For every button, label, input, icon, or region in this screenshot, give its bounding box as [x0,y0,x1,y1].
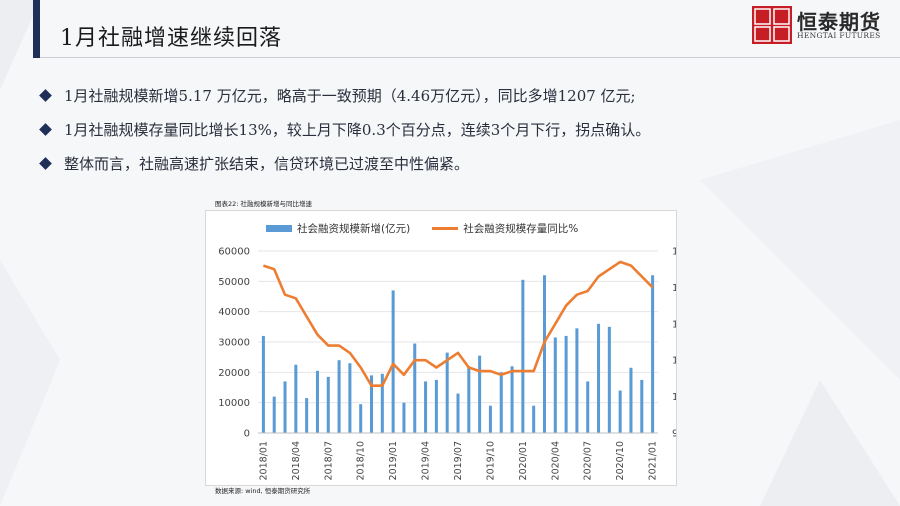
bar [380,373,384,433]
series-line [262,260,654,387]
bar [272,396,276,433]
y-right-tick-label: 12 [672,319,676,330]
bar [402,402,406,433]
brand-logo-icon [752,6,792,44]
chart-source: 数据来源: wind, 恒泰期货研究所 [215,487,311,495]
x-tick-label: 2019/04 [421,441,432,480]
bar [488,405,492,433]
y-right-tick-label: 13 [672,283,676,294]
x-tick-label: 2020/01 [518,441,529,480]
bar [597,323,601,433]
legend-item-line: 社会融资规模存量同比% [432,221,578,236]
bar [294,364,298,433]
bullet-item: 1月社融规模新增5.17 万亿元，略高于一致预期（4.46万亿元），同比多增12… [38,78,650,112]
bar [521,279,525,433]
bar [607,326,611,433]
bullet-text: 整体而言，社融高速扩张结束，信贷环境已过渡至中性偏紧。 [64,154,470,173]
page-title: 1月社融增速继续回落 [60,26,282,51]
legend-bar-swatch [266,225,292,232]
bar [434,379,438,433]
x-tick-label: 2019/10 [485,441,496,480]
y-left-tick-label: 0 [244,429,250,440]
y-left-tick-label: 20000 [218,368,250,379]
x-tick-label: 2018/10 [356,441,367,480]
x-tick-label: 2021/01 [648,441,659,480]
x-tick-label: 2019/01 [388,441,399,480]
bullet-item: 1月社融规模存量同比增长13%，较上月下降0.3个百分点，连续3个月下行，拐点确… [38,112,650,146]
bar [629,367,633,433]
bar [391,290,395,433]
bar [532,405,536,433]
bar [542,275,546,433]
y-right-tick-label: 14 [672,247,676,258]
bar [315,370,319,433]
y-right-tick-label: 10 [672,392,676,403]
bar [478,355,482,433]
bar [510,366,514,433]
bullet-item: 整体而言，社融高速扩张结束，信贷环境已过渡至中性偏紧。 [38,146,650,180]
bar [575,328,579,433]
x-tick-label: 2019/07 [453,441,464,480]
bar [370,375,374,433]
bar [467,366,471,433]
x-tick-label: 2020/07 [583,441,594,480]
bar [456,393,460,433]
y-left-tick-label: 60000 [218,247,250,258]
bar [337,360,341,433]
bar [305,398,309,433]
bar [424,381,428,433]
y-right-tick-label: 9 [672,429,676,440]
chart-container: 社会融资规模新增(亿元) 社会融资规模存量同比% 0 10000 20000 3000… [205,210,685,486]
bar [413,343,417,433]
brand-name: 恒泰期货 [797,10,881,34]
brand-name-en: HENGTAI FUTURES [797,31,881,40]
y-right-tick-label: 11 [672,356,676,367]
bar [553,337,557,433]
bar [359,404,363,433]
bar [445,352,449,433]
legend-label: 社会融资规模存量同比% [463,223,579,235]
bar [261,335,265,433]
x-tick-label: 2018/01 [258,441,269,480]
bar [326,376,330,433]
bullet-text: 1月社融规模新增5.17 万亿元，略高于一致预期（4.46万亿元），同比多增12… [64,86,636,105]
bullet-text: 1月社融规模存量同比增长13%，较上月下降0.3个百分点，连续3个月下行，拐点确… [64,120,651,139]
chart-plot: 0 10000 20000 30000 40000 50000 60000 9 10 11 12 13… [218,247,685,481]
legend-line-swatch [432,227,459,230]
diamond-bullet-icon [39,156,52,170]
x-tick-label: 2020/04 [550,441,561,480]
bar [283,381,287,433]
bar [618,390,622,433]
x-tick-label: 2018/07 [323,441,334,480]
chart-legend: 社会融资规模新增(亿元) 社会融资规模存量同比% [266,221,578,236]
y-left-tick-label: 30000 [218,338,250,349]
accent-bar [33,0,40,58]
bar [586,381,590,433]
bar [640,379,644,433]
bar [499,372,503,433]
diamond-bullet-icon [39,122,52,136]
legend-label: 社会融资规模新增(亿元) [297,223,411,235]
title-divider [40,57,900,58]
y-left-tick-label: 40000 [218,307,250,318]
bullet-list: 1月社融规模新增5.17 万亿元，略高于一致预期（4.46万亿元），同比多增12… [38,78,650,180]
chart-caption: 图表22: 社融规模新增与同比增速 [215,200,313,208]
x-tick-label: 2020/10 [615,441,626,480]
y-left-tick-label: 10000 [218,398,250,409]
y-left-tick-label: 50000 [218,277,250,288]
diamond-bullet-icon [39,88,52,102]
x-tick-label: 2018/04 [291,441,302,480]
bar [651,275,655,433]
bar [348,363,352,433]
bar [564,335,568,433]
legend-item-bars: 社会融资规模新增(亿元) [266,221,410,236]
